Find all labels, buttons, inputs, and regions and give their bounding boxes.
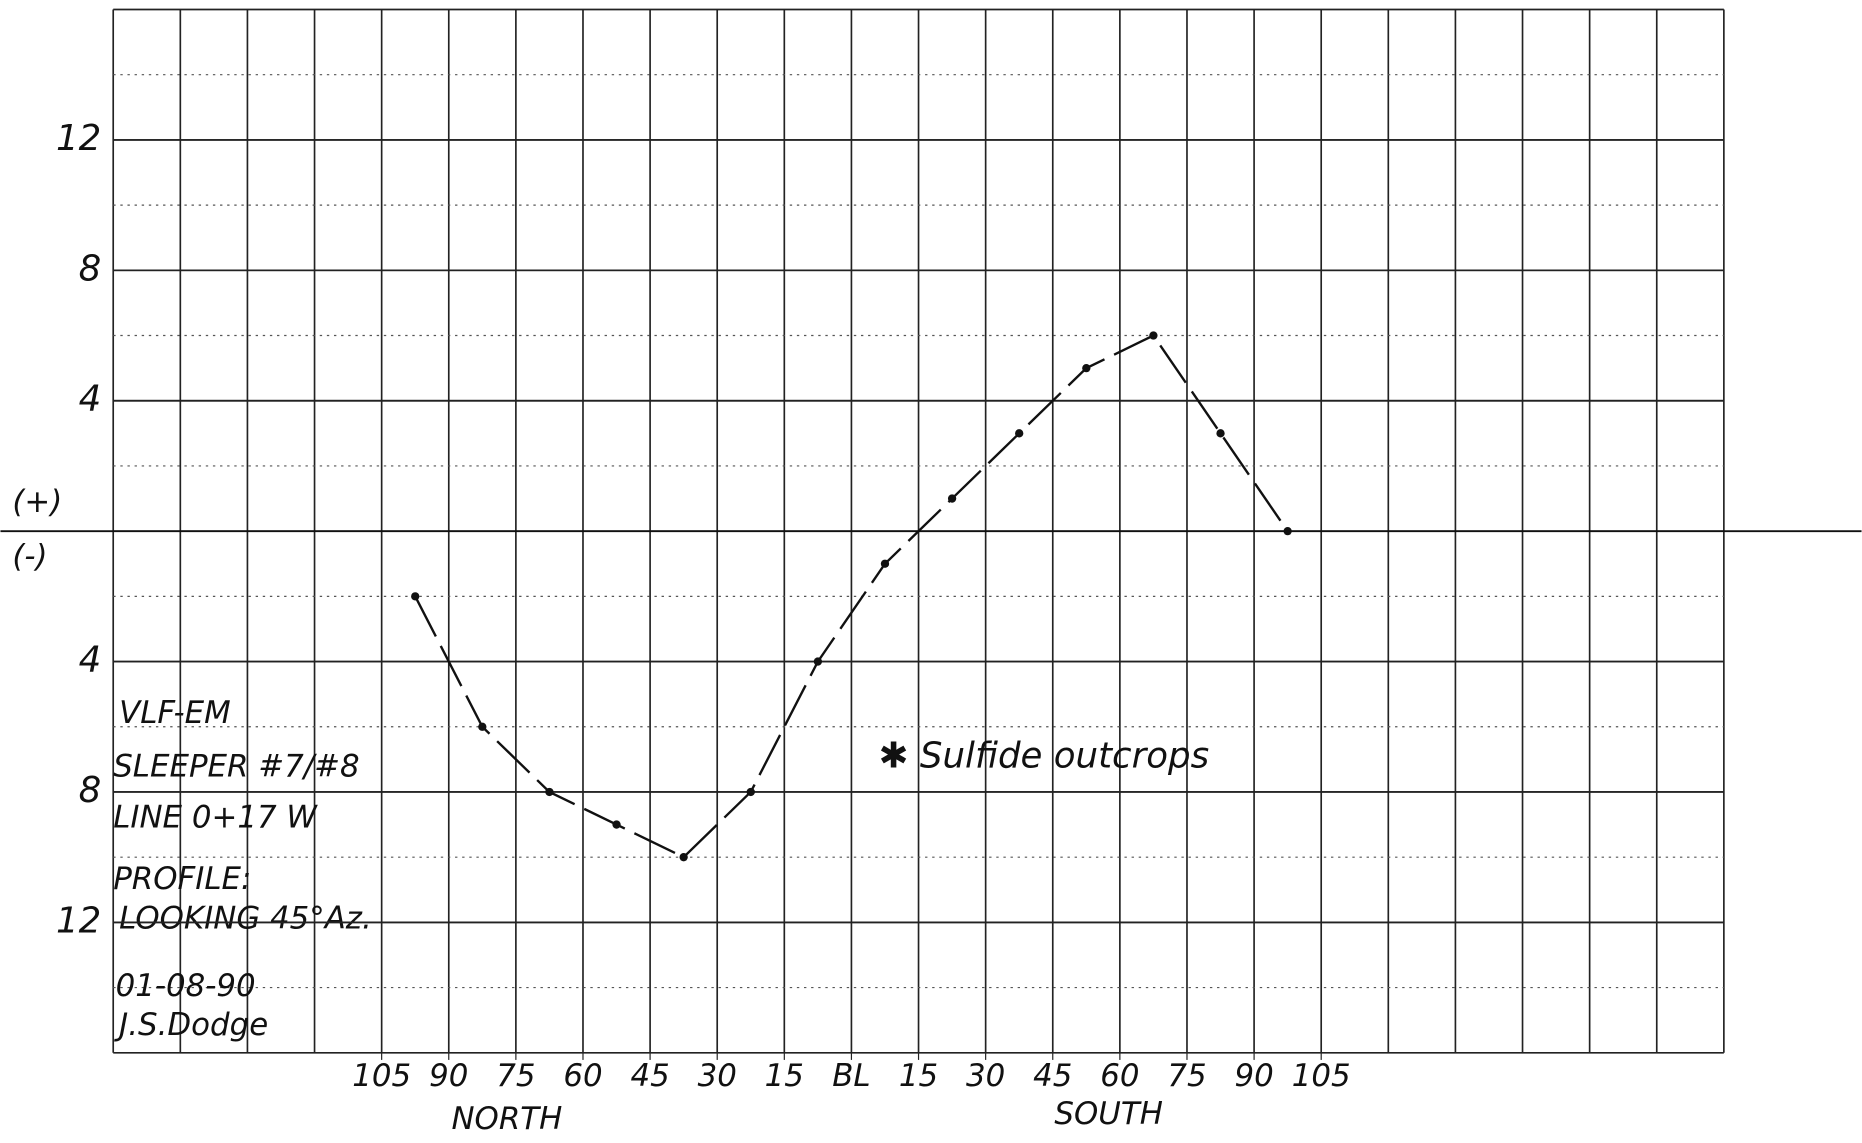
y-tick-label: 8 <box>79 248 102 289</box>
data-point <box>1149 331 1158 340</box>
data-point <box>1283 526 1292 536</box>
negative-sign: (-) <box>12 538 47 574</box>
south-label: SOUTH <box>1054 1096 1162 1132</box>
data-point <box>813 657 823 666</box>
x-tick-label: 90 <box>429 1058 468 1094</box>
data-point <box>478 722 487 731</box>
profile-line <box>414 334 1289 859</box>
data-point <box>679 853 688 862</box>
x-tick-label: 90 <box>1234 1058 1273 1094</box>
y-tick-label: 4 <box>79 379 102 420</box>
x-tick-label: BL <box>832 1058 870 1094</box>
data-point <box>1216 429 1225 438</box>
y-tick-label: 12 <box>56 900 101 941</box>
data-point <box>1082 363 1091 373</box>
note: SLEEPER #7/#8 <box>113 748 359 784</box>
data-point <box>947 494 957 503</box>
outcrop-note: ✱ Sulfide outcrops <box>879 735 1209 776</box>
data-point <box>411 592 420 601</box>
x-tick-label: 30 <box>698 1058 737 1094</box>
y-tick-label: 4 <box>79 640 102 681</box>
north-label: NORTH <box>451 1101 562 1137</box>
data-point <box>746 787 755 797</box>
x-tick-label: 75 <box>496 1058 535 1094</box>
x-tick-label: 75 <box>1167 1058 1206 1094</box>
positive-sign: (+) <box>12 484 62 520</box>
x-tick-label: 105 <box>1292 1058 1351 1094</box>
note: LINE 0+17 W <box>113 799 318 835</box>
note: LOOKING 45°Az. <box>119 900 372 936</box>
x-tick-label: 45 <box>1033 1058 1072 1094</box>
note: VLF-EM <box>119 695 231 731</box>
note: J.S.Dodge <box>113 1007 268 1043</box>
x-tick-label: 60 <box>1100 1058 1139 1094</box>
data-point <box>880 559 890 568</box>
x-tick-label: 30 <box>966 1058 1005 1094</box>
x-tick-label: 45 <box>630 1058 669 1094</box>
y-tick-label: 12 <box>56 118 101 159</box>
x-tick-label: 60 <box>563 1058 602 1094</box>
data-point <box>1015 429 1024 438</box>
x-tick-label: 15 <box>899 1058 938 1094</box>
x-tick-label: 15 <box>765 1058 804 1094</box>
note: PROFILE: <box>113 861 251 897</box>
y-tick-label: 8 <box>79 770 102 811</box>
x-tick-label: 105 <box>352 1058 411 1094</box>
data-point <box>545 787 554 797</box>
data-point <box>612 820 621 829</box>
note: 01-08-90 <box>116 968 256 1004</box>
